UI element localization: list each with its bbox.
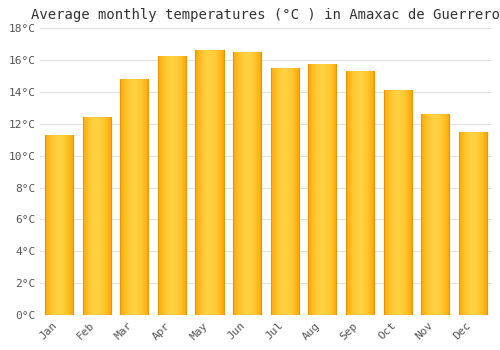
Title: Average monthly temperatures (°C ) in Amaxac de Guerrero: Average monthly temperatures (°C ) in Am… [32,8,500,22]
